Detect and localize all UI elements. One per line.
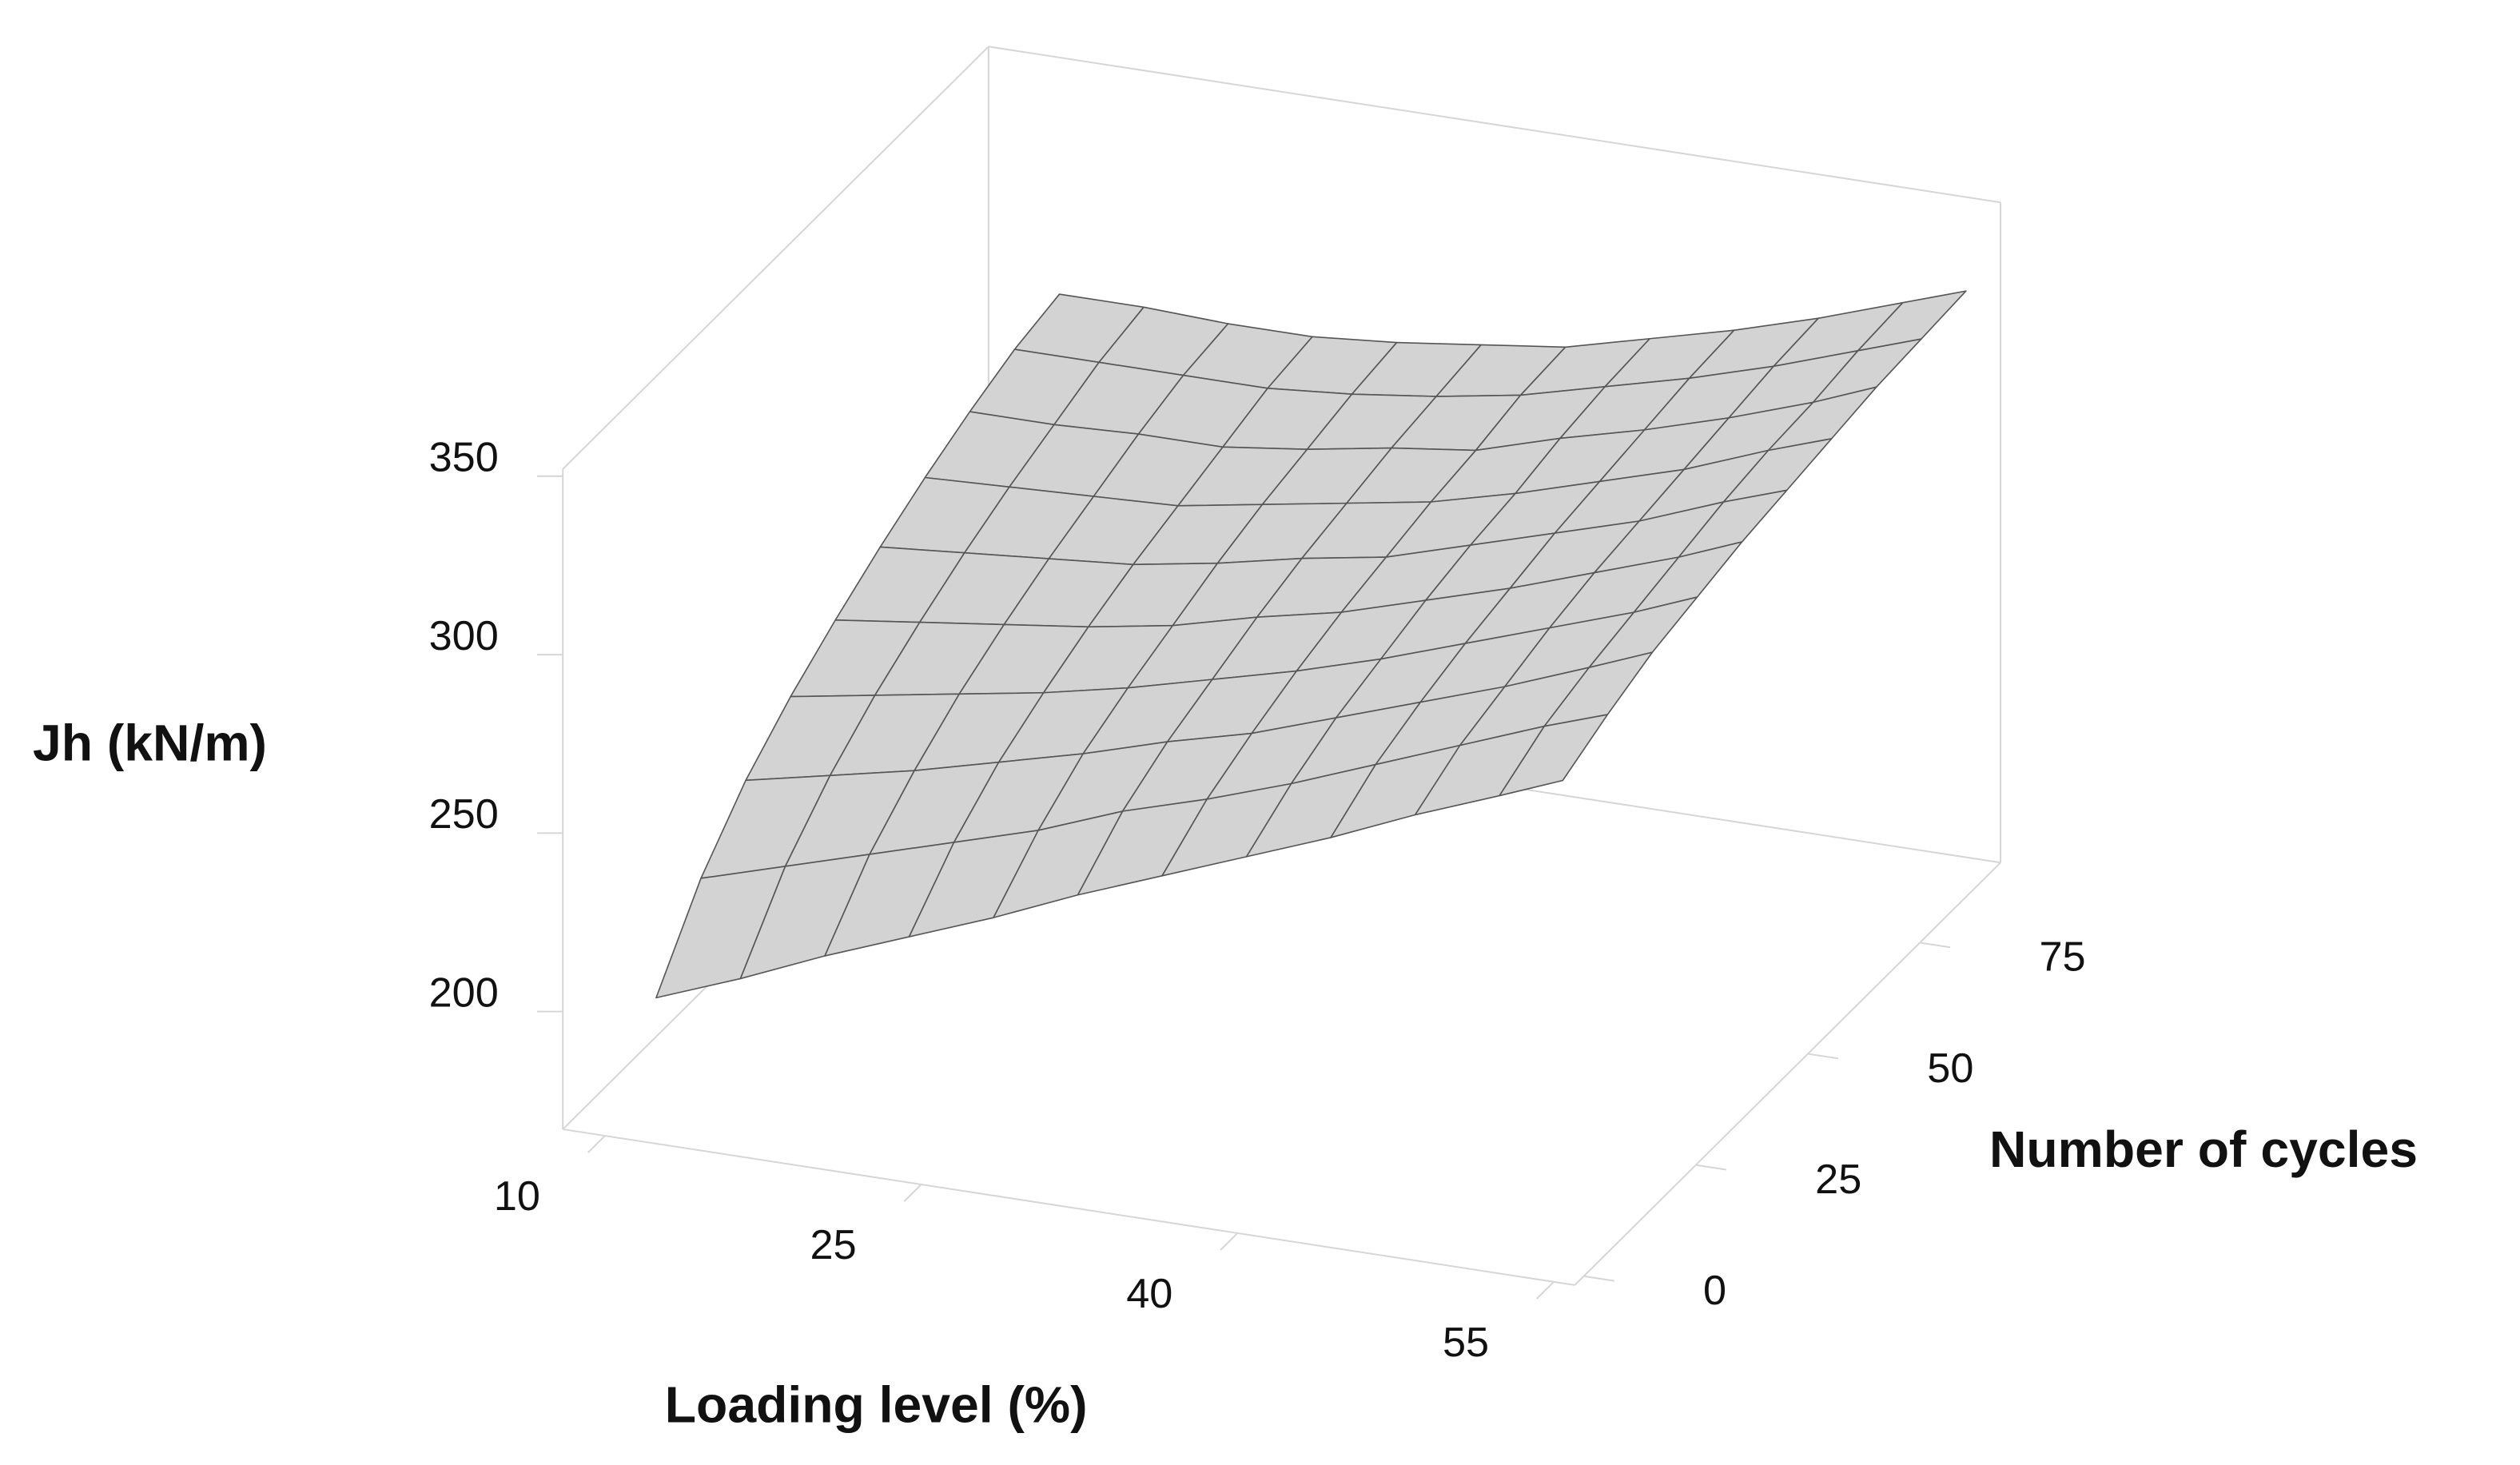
- axis-box: [563, 1128, 1575, 1286]
- x-tick-label: 25: [810, 1222, 857, 1268]
- x-tick: [903, 1184, 922, 1202]
- z-axis-title: Jh (kN/m): [33, 715, 267, 772]
- y-tick: [1695, 1164, 1726, 1171]
- y-tick-label: 0: [1703, 1268, 1726, 1314]
- x-tick: [1536, 1281, 1555, 1300]
- axis-box: [988, 46, 2001, 204]
- y-tick: [1807, 1053, 1839, 1060]
- y-tick-label: 25: [1815, 1156, 1861, 1203]
- axis-box: [1574, 862, 2001, 1286]
- z-tick-label: 200: [429, 969, 499, 1016]
- x-tick: [1220, 1232, 1239, 1251]
- y-axis-title: Number of cycles: [1989, 1121, 2418, 1178]
- x-tick-label: 40: [1126, 1271, 1172, 1317]
- y-tick: [1919, 942, 1951, 949]
- surface-patch: [1499, 714, 1609, 797]
- y-tick-label: 75: [2039, 934, 2085, 981]
- x-tick-label: 10: [494, 1173, 540, 1220]
- y-tick-label: 50: [1927, 1045, 1973, 1092]
- z-tick-label: 300: [429, 613, 499, 659]
- x-tick: [587, 1135, 606, 1153]
- axis-box: [562, 46, 989, 470]
- z-tick-label: 350: [429, 435, 499, 481]
- x-tick-label: 55: [1443, 1320, 1489, 1366]
- x-axis-title: Loading level (%): [665, 1376, 1088, 1434]
- y-tick: [1583, 1275, 1614, 1282]
- z-tick-label: 250: [429, 791, 499, 838]
